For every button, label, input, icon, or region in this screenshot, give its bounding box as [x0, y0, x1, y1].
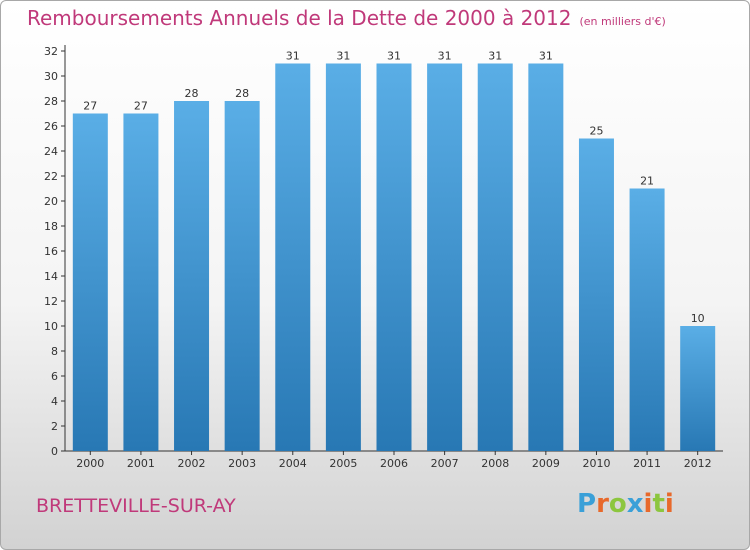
x-tick-label-2009: 2009 — [532, 457, 560, 470]
x-tick-label-2003: 2003 — [228, 457, 256, 470]
data-label-2001: 27 — [134, 100, 148, 113]
y-tick-label: 0 — [51, 445, 58, 458]
bar-2011 — [629, 188, 665, 451]
data-label-2012: 10 — [691, 312, 705, 325]
bar-2003 — [224, 101, 260, 451]
chart-title-text: Remboursements Annuels de la Dette de 20… — [27, 6, 572, 30]
logo-letter: x — [626, 489, 644, 519]
bar-2007 — [427, 63, 463, 451]
bar-2008 — [477, 63, 513, 451]
y-tick-label: 8 — [51, 345, 58, 358]
bars: 27 27 28 28 31 31 31 31 31 31 25 21 10 — [72, 50, 716, 451]
data-label-2009: 31 — [539, 50, 553, 63]
y-tick-label: 12 — [44, 295, 58, 308]
x-tick-label-2011: 2011 — [633, 457, 661, 470]
x-tick-label-2006: 2006 — [380, 457, 408, 470]
unit-note: (en milliers d'€) — [579, 15, 666, 28]
data-label-2002: 28 — [185, 87, 199, 100]
data-label-2004: 31 — [286, 50, 300, 63]
y-tick-label: 24 — [44, 145, 58, 158]
x-tick-label-2012: 2012 — [684, 457, 712, 470]
data-label-2007: 31 — [438, 50, 452, 63]
x-tick-label-2004: 2004 — [279, 457, 307, 470]
proxiti-logo: Proxiti — [577, 489, 674, 519]
x-tick-label-2005: 2005 — [329, 457, 357, 470]
x-tick-label-2010: 2010 — [582, 457, 610, 470]
data-label-2003: 28 — [235, 87, 249, 100]
data-label-2006: 31 — [387, 50, 401, 63]
y-tick-label: 28 — [44, 95, 58, 108]
y-tick-label: 4 — [51, 395, 58, 408]
y-tick-label: 2 — [51, 420, 58, 433]
data-label-2000: 27 — [83, 100, 97, 113]
bar-2006 — [376, 63, 412, 451]
y-tick-label: 16 — [44, 245, 58, 258]
logo-letter: o — [608, 489, 627, 519]
bar-2009 — [528, 63, 564, 451]
logo-letter: P — [577, 489, 597, 519]
bar-2005 — [325, 63, 361, 451]
y-tick-label: 26 — [44, 120, 58, 133]
y-tick-label: 32 — [44, 45, 58, 58]
logo-letter: i — [643, 489, 653, 519]
bar-2000 — [72, 113, 108, 451]
commune-name: BRETTEVILLE-SUR-AY — [36, 495, 236, 517]
y-tick-label: 20 — [44, 195, 58, 208]
y-tick-label: 18 — [44, 220, 58, 233]
bar-2012 — [680, 326, 716, 451]
x-tick-label-2007: 2007 — [431, 457, 459, 470]
logo-letter: i — [664, 489, 674, 519]
data-label-2010: 25 — [589, 125, 603, 138]
y-tick-label: 14 — [44, 270, 58, 283]
logo-letter: r — [596, 489, 609, 519]
bar-2010 — [578, 138, 614, 451]
y-tick-label: 22 — [44, 170, 58, 183]
data-label-2005: 31 — [336, 50, 350, 63]
bar-2001 — [123, 113, 159, 451]
y-tick-label: 30 — [44, 70, 58, 83]
bar-2002 — [174, 101, 210, 451]
y-tick-label: 6 — [51, 370, 58, 383]
data-label-2008: 31 — [488, 50, 502, 63]
chart-title: Remboursements Annuels de la Dette de 20… — [27, 6, 666, 30]
x-tick-label-2000: 2000 — [76, 457, 104, 470]
x-tick-label-2001: 2001 — [127, 457, 155, 470]
bar-2004 — [275, 63, 311, 451]
logo-letter: t — [652, 489, 665, 519]
x-tick-label-2002: 2002 — [178, 457, 206, 470]
y-tick-label: 10 — [44, 320, 58, 333]
x-tick-label-2008: 2008 — [481, 457, 509, 470]
data-label-2011: 21 — [640, 175, 654, 188]
